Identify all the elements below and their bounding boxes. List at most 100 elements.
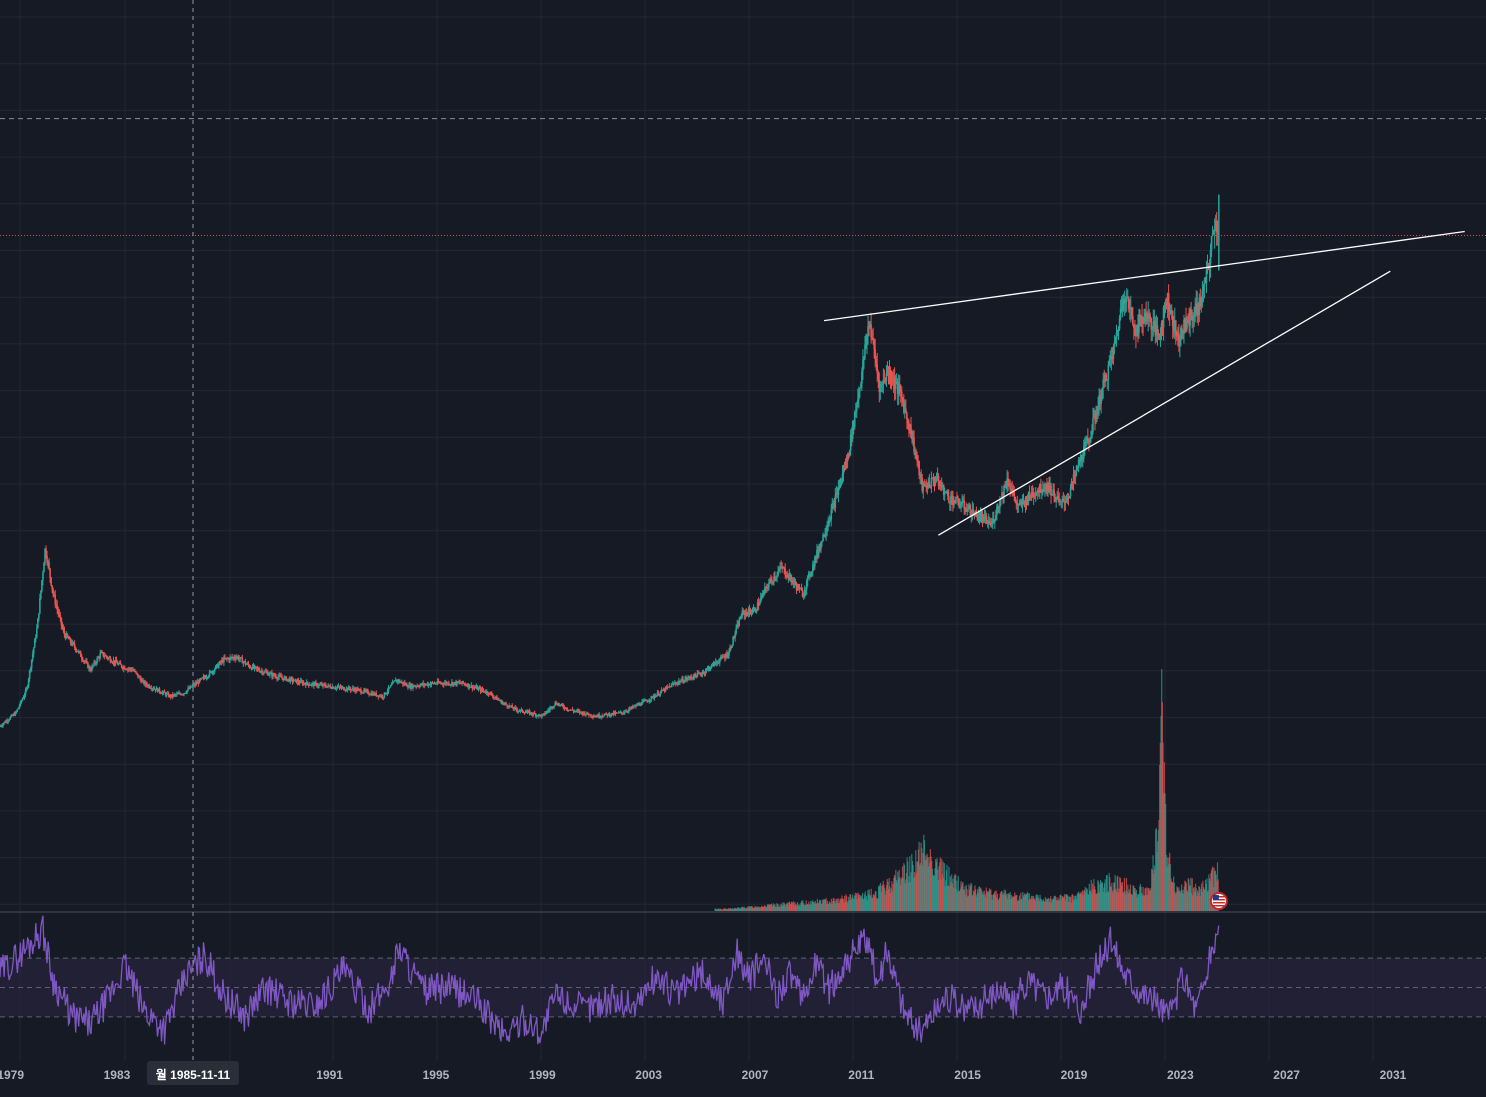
price-candle (73, 643, 76, 648)
price-candle (409, 684, 411, 689)
volume-bar (822, 899, 825, 911)
price-candle (955, 496, 957, 504)
volume-bar (871, 897, 874, 911)
price-candle (874, 349, 877, 360)
volume-bar (794, 903, 797, 911)
price-candle (524, 712, 527, 714)
price-candle (989, 523, 992, 526)
price-candle (913, 437, 915, 452)
price-candle (398, 680, 401, 683)
volume-bar (1013, 896, 1015, 911)
price-candle (58, 613, 61, 615)
price-candle (504, 703, 506, 705)
price-candle (1133, 324, 1135, 329)
price-candle (1153, 320, 1156, 322)
price-candle (804, 589, 807, 591)
volume-bar (1152, 855, 1154, 911)
price-candle (828, 519, 830, 525)
price-candle (176, 693, 178, 695)
volume-bar (787, 905, 789, 911)
price-candle (304, 683, 307, 686)
volume-bar (876, 898, 878, 911)
price-candle (209, 671, 212, 673)
price-candle (925, 485, 928, 488)
price-candle (938, 483, 941, 487)
price-candle (203, 676, 206, 678)
price-candle (22, 697, 25, 699)
price-candle (1036, 490, 1039, 493)
trendline-lower[interactable] (938, 270, 1391, 536)
price-candle (1110, 355, 1113, 360)
price-candle (1029, 496, 1032, 498)
volume-bar (890, 888, 892, 911)
volume-bar (1127, 893, 1130, 911)
price-candle (212, 671, 215, 673)
price-candle (200, 677, 203, 680)
price-candle (667, 686, 670, 688)
volume-bar (732, 909, 734, 911)
volume-bar (814, 903, 816, 911)
price-candle (506, 704, 508, 707)
price-candle (686, 677, 688, 680)
volume-bar (964, 886, 966, 911)
price-candle (1068, 495, 1071, 498)
price-candle (1103, 379, 1106, 382)
price-candle (1070, 481, 1073, 489)
price-candle (1044, 489, 1046, 491)
volume-bar (921, 865, 924, 911)
volume-bar (774, 904, 776, 911)
price-candle (775, 576, 777, 579)
price-candle (985, 516, 988, 524)
volume-bar (1119, 878, 1122, 911)
volume-bar (792, 903, 794, 911)
price-candle (1191, 315, 1193, 321)
volume-bar (818, 902, 820, 911)
price-candle (247, 663, 250, 666)
price-candle (54, 594, 57, 605)
volume-bar (1137, 894, 1139, 911)
price-candle (108, 657, 111, 659)
price-candle (650, 696, 653, 700)
volume-bar (716, 909, 718, 911)
price-candle (676, 683, 678, 685)
price-candle (55, 604, 58, 606)
volume-bar (1171, 881, 1173, 911)
price-candle (1196, 303, 1199, 315)
price-candle (77, 651, 80, 653)
price-candle (1092, 417, 1094, 432)
price-candle (1112, 346, 1115, 360)
price-candle (836, 492, 839, 495)
price-candle (539, 714, 541, 716)
price-candle (150, 688, 153, 690)
price-candle (24, 690, 27, 695)
volume-bar (903, 863, 905, 911)
trendline-upper[interactable] (823, 230, 1465, 322)
price-candle (508, 705, 510, 708)
price-candle (949, 501, 951, 504)
volume-bar (1192, 888, 1195, 911)
price-candle (877, 373, 880, 380)
volume-bar (892, 883, 894, 911)
volume-bar (748, 907, 750, 911)
volume-bar (1115, 891, 1118, 911)
price-candle (1163, 307, 1166, 309)
price-candle (1079, 455, 1082, 462)
price-candle (972, 509, 975, 515)
price-candle (168, 695, 171, 697)
volume-bar (992, 895, 994, 911)
price-candle (252, 665, 255, 669)
volume-bar (1200, 883, 1203, 911)
price-candle (801, 590, 804, 597)
volume-bar (1103, 883, 1106, 911)
price-candle (715, 662, 718, 664)
price-candle (49, 568, 51, 578)
price-candle (931, 477, 934, 479)
price-candle (1154, 320, 1157, 336)
price-candle (1209, 250, 1212, 264)
price-candle (419, 685, 422, 687)
price-candle (959, 505, 961, 507)
volume-bar (768, 905, 770, 911)
price-candle (214, 665, 217, 670)
